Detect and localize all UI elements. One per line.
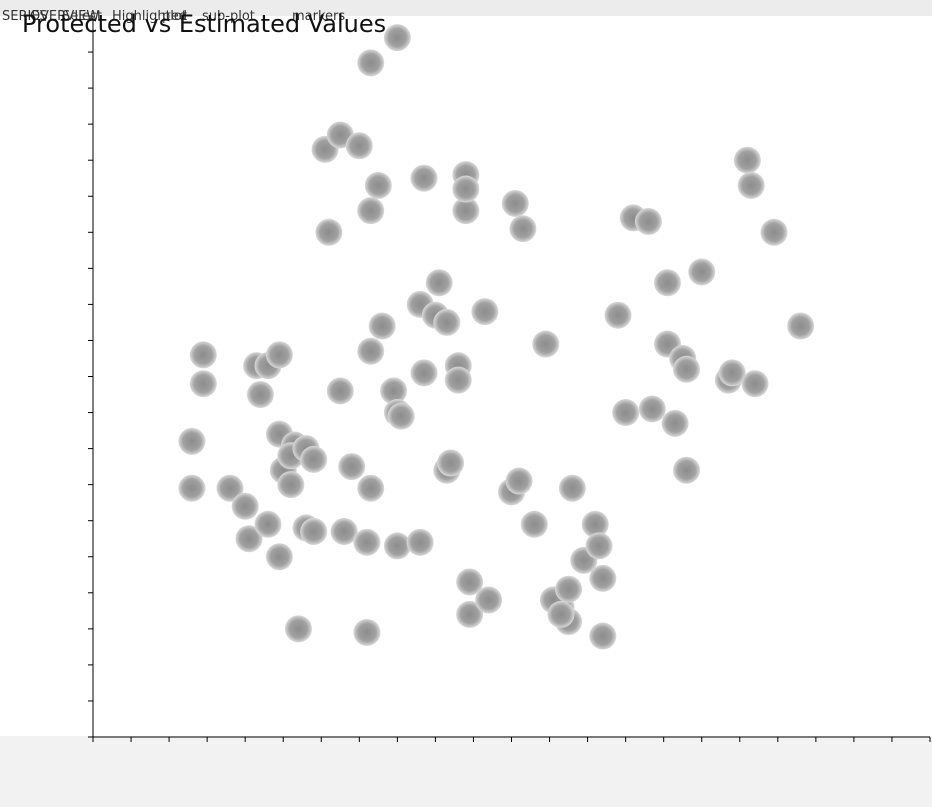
scatter-point-76[interactable]	[585, 532, 613, 560]
scatter-point-47[interactable]	[410, 359, 438, 387]
scatter-point-16[interactable]	[277, 471, 305, 499]
scatter-point-82[interactable]	[634, 207, 662, 235]
scatter-point-89[interactable]	[673, 456, 701, 484]
scatter-point-93[interactable]	[733, 146, 761, 174]
scatter-point-94[interactable]	[741, 370, 769, 398]
scatter-point-73[interactable]	[558, 474, 586, 502]
scatter-point-31[interactable]	[353, 618, 381, 646]
scatter-point-52[interactable]	[437, 449, 465, 477]
scatter-point-18[interactable]	[284, 615, 312, 643]
scatter-point-55[interactable]	[452, 197, 480, 225]
scatter-point-22[interactable]	[300, 518, 328, 546]
scatter-point-35[interactable]	[357, 197, 385, 225]
scatter-point-2[interactable]	[178, 427, 206, 455]
scatter-point-61[interactable]	[471, 298, 499, 326]
overlay-label-1: SERIES	[2, 9, 48, 24]
scatter-point-60[interactable]	[475, 586, 503, 614]
scatter-point-58[interactable]	[456, 568, 484, 596]
scatter-point-37[interactable]	[364, 171, 392, 199]
scatter-point-44[interactable]	[406, 528, 434, 556]
scatter-point-77[interactable]	[589, 564, 617, 592]
scatter-point-6[interactable]	[231, 492, 259, 520]
scatter-point-12[interactable]	[265, 543, 293, 571]
overlay-label-6: plot	[162, 9, 187, 24]
scatter-point-11[interactable]	[246, 381, 274, 409]
scatter-point-97[interactable]	[787, 312, 815, 340]
scatter-point-7[interactable]	[235, 525, 263, 553]
scatter-point-72[interactable]	[547, 600, 575, 628]
scatter-point-64[interactable]	[501, 189, 529, 217]
scatter-point-28[interactable]	[330, 518, 358, 546]
scatter-point-54[interactable]	[444, 366, 472, 394]
scatter-point-36[interactable]	[357, 49, 385, 77]
scatter-point-59[interactable]	[456, 600, 484, 628]
scatter-point-70[interactable]	[555, 575, 583, 603]
scatter-point-10[interactable]	[254, 510, 282, 538]
scatter-point-39[interactable]	[380, 377, 408, 405]
scatter-point-90[interactable]	[688, 258, 716, 286]
scatter-point-41[interactable]	[383, 532, 411, 560]
scatter-point-1[interactable]	[178, 474, 206, 502]
scatter-point-33[interactable]	[357, 474, 385, 502]
scatter-point-29[interactable]	[338, 453, 366, 481]
scatter-point-3[interactable]	[189, 370, 217, 398]
overlay-label-4: sub-plot	[202, 9, 255, 24]
overlay-label-5: Select	[62, 9, 103, 24]
scatter-point-4[interactable]	[189, 341, 217, 369]
overlay-label-7: markers	[292, 9, 346, 24]
scatter-point-14[interactable]	[265, 341, 293, 369]
scatter-point-43[interactable]	[387, 402, 415, 430]
scatter-point-66[interactable]	[520, 510, 548, 538]
scatter-point-75[interactable]	[581, 510, 609, 538]
scatter-point-84[interactable]	[653, 269, 681, 297]
scatter-point-30[interactable]	[345, 132, 373, 160]
scatter-point-5[interactable]	[216, 474, 244, 502]
scatter-point-23[interactable]	[300, 445, 328, 473]
chart-title: Protected vs Estimated Values	[22, 10, 387, 38]
points-layer	[178, 24, 815, 650]
scatter-point-38[interactable]	[368, 312, 396, 340]
scatter-point-96[interactable]	[760, 218, 788, 246]
scatter-point-57[interactable]	[452, 175, 480, 203]
scatter-point-49[interactable]	[425, 269, 453, 297]
axes-layer	[88, 15, 931, 742]
scatter-point-79[interactable]	[604, 301, 632, 329]
overlay-label-3: Highlighted	[112, 9, 187, 24]
overlay-label-2: OVERVIEW	[30, 9, 100, 24]
scatter-point-95[interactable]	[737, 171, 765, 199]
scatter-point-32[interactable]	[353, 528, 381, 556]
top-strip	[0, 0, 932, 16]
scatter-point-67[interactable]	[532, 330, 560, 358]
scatter-point-65[interactable]	[509, 215, 537, 243]
scatter-point-25[interactable]	[315, 218, 343, 246]
scatter-point-46[interactable]	[410, 164, 438, 192]
scatter-point-83[interactable]	[638, 395, 666, 423]
scatter-point-63[interactable]	[505, 467, 533, 495]
scatter-point-80[interactable]	[612, 399, 640, 427]
scatter-point-92[interactable]	[718, 359, 746, 387]
scatter-point-34[interactable]	[357, 337, 385, 365]
scatter-point-40[interactable]	[383, 24, 411, 52]
scatter-point-50[interactable]	[433, 308, 461, 336]
scatter-point-27[interactable]	[326, 377, 354, 405]
scatter-point-78[interactable]	[589, 622, 617, 650]
scatter-point-88[interactable]	[673, 355, 701, 383]
scatter-point-86[interactable]	[661, 409, 689, 437]
